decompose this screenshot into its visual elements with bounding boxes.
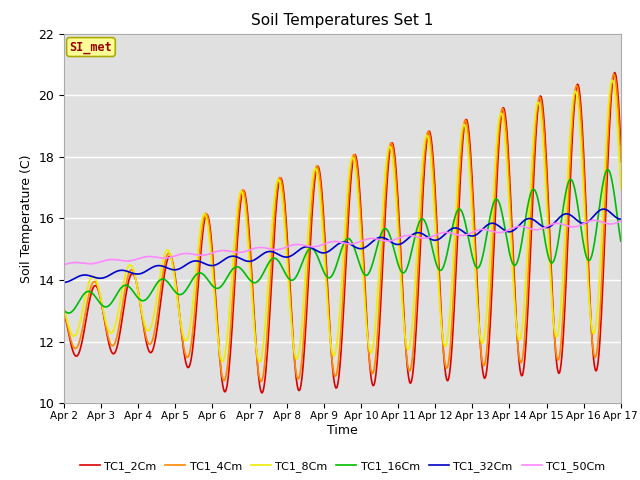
TC1_4Cm	[127, 267, 135, 273]
TC1_16Cm	[617, 238, 625, 244]
TC1_8Cm	[617, 186, 625, 192]
TC1_16Cm	[128, 287, 136, 293]
TC1_50Cm	[617, 218, 625, 224]
TC1_32Cm	[60, 279, 68, 285]
Line: TC1_4Cm: TC1_4Cm	[64, 74, 621, 382]
TC1_16Cm	[60, 308, 68, 313]
TC1_8Cm	[127, 263, 135, 269]
TC1_50Cm	[70, 260, 78, 265]
TC1_4Cm	[610, 71, 618, 77]
TC1_32Cm	[426, 236, 434, 242]
TC1_4Cm	[60, 307, 68, 312]
TC1_32Cm	[600, 206, 607, 212]
Line: TC1_32Cm: TC1_32Cm	[64, 209, 621, 282]
TC1_50Cm	[214, 249, 221, 254]
TC1_2Cm	[127, 271, 135, 277]
TC1_8Cm	[411, 285, 419, 291]
Line: TC1_8Cm: TC1_8Cm	[64, 80, 621, 362]
TC1_8Cm	[428, 159, 435, 165]
TC1_2Cm	[428, 135, 435, 141]
TC1_4Cm	[184, 354, 192, 360]
TC1_16Cm	[65, 310, 72, 316]
X-axis label: Time: Time	[327, 424, 358, 437]
TC1_16Cm	[604, 167, 611, 172]
TC1_50Cm	[426, 234, 434, 240]
TC1_16Cm	[185, 283, 193, 289]
TC1_32Cm	[214, 261, 221, 267]
TC1_2Cm	[70, 351, 78, 357]
TC1_50Cm	[590, 217, 598, 223]
TC1_32Cm	[127, 270, 135, 276]
TC1_4Cm	[70, 345, 78, 350]
TC1_16Cm	[71, 305, 79, 311]
TC1_4Cm	[214, 326, 221, 332]
TC1_16Cm	[411, 234, 419, 240]
TC1_4Cm	[428, 142, 435, 148]
TC1_50Cm	[410, 233, 418, 239]
Text: SI_met: SI_met	[70, 40, 112, 54]
TC1_50Cm	[127, 258, 135, 264]
Title: Soil Temperatures Set 1: Soil Temperatures Set 1	[252, 13, 433, 28]
TC1_8Cm	[256, 359, 264, 365]
Line: TC1_16Cm: TC1_16Cm	[64, 169, 621, 313]
TC1_32Cm	[184, 261, 192, 266]
TC1_32Cm	[617, 216, 625, 222]
TC1_8Cm	[60, 305, 68, 311]
TC1_8Cm	[70, 333, 78, 339]
TC1_16Cm	[214, 286, 222, 291]
TC1_2Cm	[60, 308, 68, 313]
Legend: TC1_2Cm, TC1_4Cm, TC1_8Cm, TC1_16Cm, TC1_32Cm, TC1_50Cm: TC1_2Cm, TC1_4Cm, TC1_8Cm, TC1_16Cm, TC1…	[76, 457, 609, 477]
TC1_50Cm	[184, 251, 192, 256]
TC1_2Cm	[411, 348, 419, 354]
TC1_4Cm	[257, 379, 264, 384]
Line: TC1_50Cm: TC1_50Cm	[64, 220, 621, 264]
TC1_2Cm	[214, 321, 221, 327]
TC1_8Cm	[214, 329, 221, 335]
TC1_2Cm	[259, 390, 266, 396]
TC1_2Cm	[184, 365, 192, 371]
TC1_32Cm	[70, 276, 78, 282]
TC1_4Cm	[411, 324, 419, 330]
Line: TC1_2Cm: TC1_2Cm	[64, 72, 621, 393]
TC1_2Cm	[617, 143, 625, 148]
TC1_8Cm	[609, 77, 616, 83]
TC1_16Cm	[428, 240, 435, 246]
TC1_4Cm	[617, 159, 625, 165]
TC1_50Cm	[60, 262, 68, 267]
TC1_32Cm	[410, 231, 418, 237]
TC1_8Cm	[184, 335, 192, 340]
Y-axis label: Soil Temperature (C): Soil Temperature (C)	[20, 154, 33, 283]
TC1_2Cm	[611, 70, 618, 75]
